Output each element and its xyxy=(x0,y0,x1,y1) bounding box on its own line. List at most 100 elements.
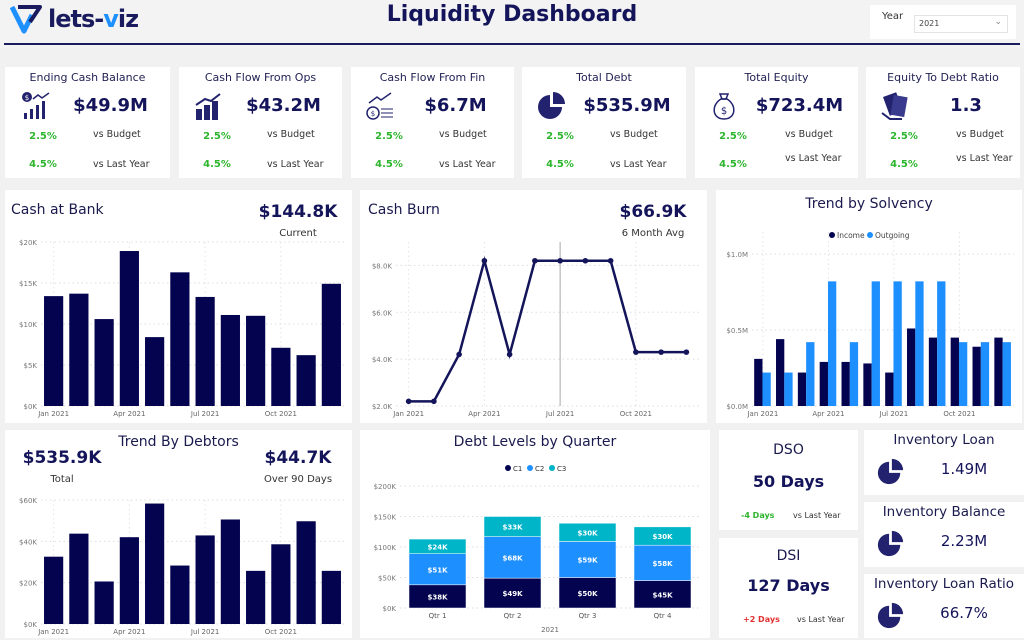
inventory-value: 1.49M xyxy=(940,460,988,478)
svg-text:$: $ xyxy=(371,110,375,118)
stacked-bar-segment xyxy=(633,544,692,581)
y-tick-label: $1.0M xyxy=(726,251,748,259)
legend-marker xyxy=(829,232,835,238)
bar-income xyxy=(819,361,828,406)
x-tick-label: Apr 2021 xyxy=(113,410,145,418)
kpi-vs-ly-value: 4.5% xyxy=(375,159,403,170)
cash-burn-sub: 6 Month Avg xyxy=(621,228,685,239)
kpi-title: Cash Flow From Fin xyxy=(379,71,486,84)
bar xyxy=(296,355,316,406)
year-dropdown[interactable]: 2021 ⌄ xyxy=(914,15,1008,33)
debt-levels-chart: C1 C2 C3 $0K $50K $100K $150K $200K $38K $51K $24K… xyxy=(374,465,700,634)
bar-outgoing xyxy=(849,342,859,406)
x-tick-label: Qtr 2 xyxy=(504,612,522,620)
bar xyxy=(220,314,240,406)
debtors-total-label: Total xyxy=(50,474,74,485)
bar xyxy=(145,337,165,406)
bar-income xyxy=(863,363,872,406)
bar xyxy=(145,503,165,624)
lets-viz-logo-icon xyxy=(10,5,42,34)
bar xyxy=(195,535,215,624)
cash-hand-icon xyxy=(881,92,908,120)
x-tick-label: Qtr 1 xyxy=(429,612,447,620)
stacked-bar-segment xyxy=(558,541,617,578)
dsi-delta: +2 Days xyxy=(743,615,780,624)
stacked-bar-segment xyxy=(633,526,692,546)
x-tick-label: Jan 2021 xyxy=(392,410,424,418)
data-point xyxy=(607,257,614,264)
dso-delta: -4 Days xyxy=(741,511,775,520)
pie-chart-icon xyxy=(877,458,904,485)
cash-at-bank-sub: Current xyxy=(279,228,317,239)
dsi-value: 127 Days xyxy=(747,576,830,595)
data-label: $30K xyxy=(652,533,673,541)
inventory-title: Inventory Loan xyxy=(893,432,995,448)
bar-outgoing xyxy=(958,342,968,406)
data-point xyxy=(431,398,437,405)
kpi-vs-budget-value: 2.5% xyxy=(546,131,574,142)
data-label: $49K xyxy=(502,590,523,598)
solvency-chart: Income Outgoing $0.0M $0.5M $1.0M Jan 2021 Apr… xyxy=(726,231,1014,418)
bar-income xyxy=(776,339,785,406)
bar xyxy=(94,581,114,624)
legend-label: Income xyxy=(837,231,865,240)
kpi-value: $723.4M xyxy=(755,95,844,116)
data-point xyxy=(506,351,513,358)
coin-trend-icon: $ xyxy=(366,92,393,120)
x-tick-label: Oct 2021 xyxy=(943,410,975,418)
legend-label: C3 xyxy=(557,465,566,473)
header-divider xyxy=(4,43,1020,45)
cash-at-bank-chart: $0K $5K $10K $15K $20K Jan 2021 Apr 2021 Jul 20… xyxy=(19,239,344,418)
bar xyxy=(44,556,64,624)
data-label: $45K xyxy=(652,591,673,599)
card-title: Debt Levels by Quarter xyxy=(453,434,617,450)
kpi-vs-budget-value: 2.5% xyxy=(29,131,57,142)
kpi-vs-budget-value: 2.5% xyxy=(203,131,231,142)
bar xyxy=(44,296,64,406)
bar-income xyxy=(950,337,959,406)
bar xyxy=(94,319,114,406)
kpi-value: $535.9M xyxy=(583,95,671,116)
x-tick-label: Oct 2021 xyxy=(265,628,297,636)
inventory-card: Inventory Loan Ratio 66.7% xyxy=(864,574,1024,638)
inventory-title: Inventory Balance xyxy=(882,504,1006,520)
bar-income xyxy=(928,337,938,406)
data-label: $38K xyxy=(427,593,448,601)
y-tick-label: $40K xyxy=(19,538,37,546)
card-title: Trend By Debtors xyxy=(118,434,239,450)
bar-income xyxy=(797,372,807,406)
x-tick-label: Jan 2021 xyxy=(37,628,69,636)
bar xyxy=(69,293,89,406)
stacked-bar-segment xyxy=(483,536,542,579)
cash-burn-value: $66.9K xyxy=(619,202,687,222)
bar xyxy=(195,296,215,406)
x-tick-label: Jul 2021 xyxy=(190,628,220,636)
data-label: $30K xyxy=(577,529,598,537)
kpi-vs-ly-value: 4.5% xyxy=(29,159,57,170)
svg-text:$: $ xyxy=(721,106,727,117)
kpi-vs-budget-label: vs Budget xyxy=(267,129,315,140)
kpi-vs-budget-label: vs Budget xyxy=(93,129,141,140)
debtors-over90-value: $44.7K xyxy=(264,448,332,468)
bar-growth-icon xyxy=(195,93,221,120)
cash-burn-chart: $2.0K $4.0K $6.0K $8.0K Jan 2021 Apr 2021 Jul … xyxy=(372,242,699,418)
x-tick-label: Jul 2021 xyxy=(879,410,909,418)
y-tick-label: $100K xyxy=(374,544,397,552)
kpi-title: Ending Cash Balance xyxy=(29,71,146,84)
bar-outgoing xyxy=(980,342,990,406)
bar xyxy=(170,565,190,624)
bar xyxy=(246,570,266,624)
kpi-card: Cash Flow From Ops $43.2M 2.5% vs Budget… xyxy=(179,67,342,178)
stacked-bar-segment xyxy=(483,516,542,537)
bar xyxy=(321,570,341,624)
data-point xyxy=(405,398,412,405)
kpi-vs-budget-label: vs Budget xyxy=(956,129,1004,140)
bar xyxy=(271,347,291,406)
kpi-vs-budget-value: 2.5% xyxy=(719,131,747,142)
bar xyxy=(296,521,316,624)
kpi-vs-budget-value: 2.5% xyxy=(890,131,918,142)
solvency-card: Trend by Solvency Income Outgoing $0.0M $0.… xyxy=(716,190,1022,423)
stacked-bar-segment xyxy=(558,522,617,542)
y-tick-label: $60K xyxy=(19,497,37,505)
data-point xyxy=(532,257,538,264)
